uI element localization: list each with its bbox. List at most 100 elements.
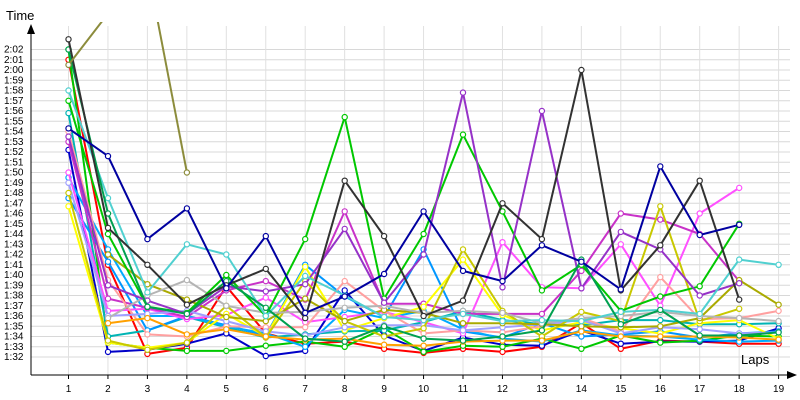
data-point <box>341 287 348 294</box>
x-tick-label: 11 <box>458 384 469 395</box>
data-point <box>380 333 388 340</box>
data-point <box>578 258 585 265</box>
y-tick-label: 1:55 <box>4 116 24 127</box>
data-point <box>262 312 269 320</box>
data-point <box>420 330 427 337</box>
data-point <box>538 235 546 243</box>
x-tick-label: 18 <box>734 384 746 395</box>
y-tick-label: 1:50 <box>4 168 24 179</box>
y-tick-label: 1:37 <box>4 301 24 312</box>
x-tick-label: 14 <box>576 384 588 395</box>
series-23 <box>65 11 110 69</box>
data-point <box>104 230 112 238</box>
data-point <box>617 286 625 293</box>
data-point <box>775 317 782 325</box>
data-point <box>65 169 72 176</box>
x-tick-label: 7 <box>302 384 308 395</box>
x-tick-label: 8 <box>342 384 348 395</box>
data-point <box>499 200 506 207</box>
data-point <box>459 267 467 275</box>
y-tick-label: 1:48 <box>4 188 24 199</box>
y-tick-label: 1:39 <box>4 280 24 291</box>
data-point <box>578 333 585 340</box>
data-point <box>499 333 506 340</box>
data-point <box>736 221 743 228</box>
data-point <box>341 317 348 325</box>
y-tick-label: 1:51 <box>4 157 24 168</box>
data-point <box>657 203 664 210</box>
data-point <box>459 131 467 138</box>
data-point <box>696 332 703 339</box>
data-point <box>380 299 388 306</box>
data-point <box>183 296 191 303</box>
data-point <box>578 345 585 352</box>
x-tick-label: 13 <box>536 384 548 395</box>
data-point <box>420 342 427 349</box>
y-tick-label: 1:41 <box>4 260 24 271</box>
data-point <box>262 265 269 273</box>
x-tick-label: 17 <box>694 384 706 395</box>
data-point <box>302 343 309 350</box>
data-point <box>578 323 585 330</box>
data-point <box>104 337 112 344</box>
data-point <box>420 208 427 215</box>
data-point <box>657 323 664 330</box>
data-point <box>657 242 664 249</box>
y-tick-label: 1:38 <box>4 291 24 302</box>
data-point <box>380 232 388 240</box>
data-point <box>223 271 230 279</box>
data-point <box>380 323 388 330</box>
data-point <box>617 321 625 328</box>
y-tick-label: 1:46 <box>4 209 24 220</box>
data-point <box>262 352 269 360</box>
y-tick-label: 1:45 <box>4 219 24 230</box>
data-point <box>144 314 151 322</box>
x-tick-label: 15 <box>615 384 627 395</box>
data-point <box>459 337 467 344</box>
data-point <box>578 267 585 275</box>
data-point <box>420 230 427 238</box>
series-line <box>67 127 740 314</box>
data-point <box>341 277 348 285</box>
data-point <box>183 347 191 355</box>
data-point <box>657 339 664 346</box>
data-point <box>144 289 151 296</box>
data-point <box>736 256 743 263</box>
data-point <box>223 285 230 292</box>
data-point <box>617 345 625 352</box>
x-tick-label: 4 <box>184 384 190 395</box>
data-point <box>538 327 546 334</box>
data-point <box>65 125 72 132</box>
series-24 <box>156 22 191 176</box>
data-point <box>538 242 546 249</box>
data-point <box>223 251 230 258</box>
data-point <box>104 152 112 160</box>
y-tick-label: 1:42 <box>4 250 24 261</box>
data-point <box>578 285 585 292</box>
data-point <box>657 306 664 314</box>
data-point <box>341 208 348 215</box>
x-tick-label: 9 <box>381 384 387 395</box>
y-tick-label: 2:02 <box>4 45 24 56</box>
data-point <box>105 11 110 16</box>
y-tick-label: 1:53 <box>4 137 24 148</box>
y-tick-label: 1:32 <box>4 352 24 363</box>
data-point <box>65 109 72 117</box>
data-point <box>657 333 664 340</box>
x-tick-label: 6 <box>263 384 269 395</box>
data-point <box>578 317 585 325</box>
data-point <box>223 326 230 333</box>
data-point <box>223 302 230 309</box>
data-point <box>183 339 191 346</box>
y-tick-label: 1:35 <box>4 321 24 332</box>
data-point <box>696 177 703 184</box>
y-tick-label: 1:57 <box>4 96 24 107</box>
data-point <box>538 107 546 115</box>
data-point <box>499 238 506 246</box>
y-tick-label: 1:40 <box>4 270 24 281</box>
data-point <box>696 310 703 318</box>
data-point <box>104 258 112 265</box>
data-point <box>183 276 191 284</box>
series-21 <box>65 36 743 322</box>
